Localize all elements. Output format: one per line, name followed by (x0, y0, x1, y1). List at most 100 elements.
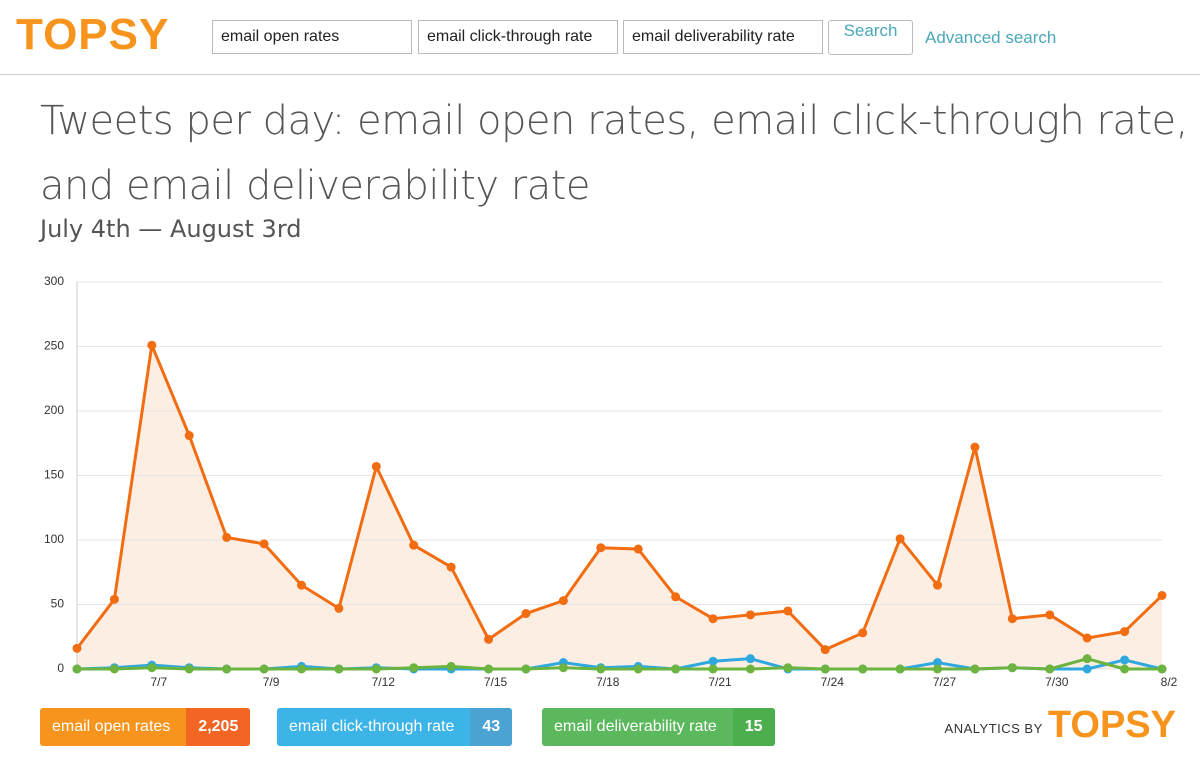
point (72, 664, 82, 674)
point (1120, 664, 1130, 674)
chart: 0 50 100 150 200 250 300 7/7 7/9 7/12 7/15 7/18 7/21… (44, 274, 1178, 689)
point (1082, 633, 1092, 643)
point (820, 664, 830, 674)
point (296, 664, 306, 674)
search-input[interactable]: email click-through rate (418, 20, 618, 54)
chart-title: and email deliverability rate (40, 163, 591, 209)
point (596, 543, 606, 553)
point (72, 643, 82, 653)
x-tick-label: 7/27 (933, 675, 957, 689)
y-tick-label: 50 (51, 597, 65, 611)
footer-text: ANALYTICS BY (944, 721, 1043, 736)
point (1157, 590, 1167, 600)
legend-label: email open rates (52, 718, 171, 735)
point (895, 534, 905, 544)
legend-total: 2,205 (186, 708, 251, 746)
x-tick-label: 7/21 (708, 675, 732, 689)
point (783, 606, 793, 616)
advanced-search-link[interactable]: Advanced search (925, 28, 1057, 47)
point (783, 663, 793, 673)
x-tick-label: 7/7 (150, 675, 167, 689)
point (820, 645, 830, 655)
search-input[interactable]: email deliverability rate (623, 20, 823, 54)
point (1120, 627, 1130, 637)
point (745, 664, 755, 674)
y-tick-label: 0 (57, 661, 64, 675)
point (858, 664, 868, 674)
point (184, 431, 194, 441)
point (521, 664, 531, 674)
point (633, 544, 643, 554)
point (484, 634, 494, 644)
point (745, 654, 755, 664)
point (1157, 664, 1167, 674)
x-tick-label: 7/30 (1045, 675, 1069, 689)
point (147, 340, 157, 350)
legend-item[interactable]: email open rates 2,205 (40, 708, 251, 746)
point (1007, 614, 1017, 624)
point (371, 461, 381, 471)
point (222, 532, 232, 542)
legend-total: 43 (470, 708, 513, 746)
legend-item[interactable]: email click-through rate 43 (277, 708, 513, 746)
point (109, 594, 119, 604)
header: TOPSY email open rates email click-throu… (0, 0, 1200, 75)
chart-subtitle: July 4th — August 3rd (40, 215, 302, 243)
point (970, 442, 980, 452)
point (334, 603, 344, 613)
search-input[interactable]: email open rates (212, 20, 412, 54)
point (745, 610, 755, 620)
x-tick-label: 7/12 (372, 675, 396, 689)
point (858, 628, 868, 638)
footer: ANALYTICS BY TOPSY (945, 704, 1176, 747)
point (334, 664, 344, 674)
footer-logo: TOPSY (1047, 704, 1176, 746)
point (409, 663, 419, 673)
y-tick-label: 100 (44, 532, 64, 546)
point (296, 580, 306, 590)
point (1082, 664, 1092, 674)
point (558, 596, 568, 606)
y-tick-label: 300 (44, 274, 64, 288)
point (484, 664, 494, 674)
search-button[interactable]: Search (828, 20, 913, 55)
point (895, 664, 905, 674)
point (708, 664, 718, 674)
y-tick-label: 250 (44, 339, 64, 353)
x-tick-label: 7/18 (596, 675, 620, 689)
legend-label: email click-through rate (289, 718, 455, 735)
logo[interactable]: TOPSY (16, 10, 170, 59)
point (671, 664, 681, 674)
point (446, 661, 456, 671)
point (933, 658, 943, 668)
point (371, 664, 381, 674)
point (259, 664, 269, 674)
point (596, 664, 606, 674)
point (147, 663, 157, 673)
point (708, 656, 718, 666)
line (75, 343, 1164, 652)
point (109, 664, 119, 674)
x-tick-label: 7/15 (484, 675, 508, 689)
point (259, 539, 269, 549)
point (933, 664, 943, 674)
point (222, 664, 232, 674)
point (933, 580, 943, 590)
point (708, 614, 718, 624)
point (633, 664, 643, 674)
legend-item[interactable]: email deliverability rate 15 (542, 708, 775, 746)
x-tick-label: 8/2 (1161, 675, 1178, 689)
x-tick-label: 7/9 (263, 675, 280, 689)
point (1082, 654, 1092, 664)
y-tick-label: 200 (44, 403, 64, 417)
line (77, 657, 1162, 671)
point (970, 664, 980, 674)
point (1045, 664, 1055, 674)
point (1045, 610, 1055, 620)
chart-title: Tweets per day: email open rates, email … (40, 98, 1188, 144)
point (1007, 663, 1017, 673)
point (558, 663, 568, 673)
point (671, 592, 681, 602)
point (409, 540, 419, 550)
legend-total: 15 (732, 708, 775, 746)
